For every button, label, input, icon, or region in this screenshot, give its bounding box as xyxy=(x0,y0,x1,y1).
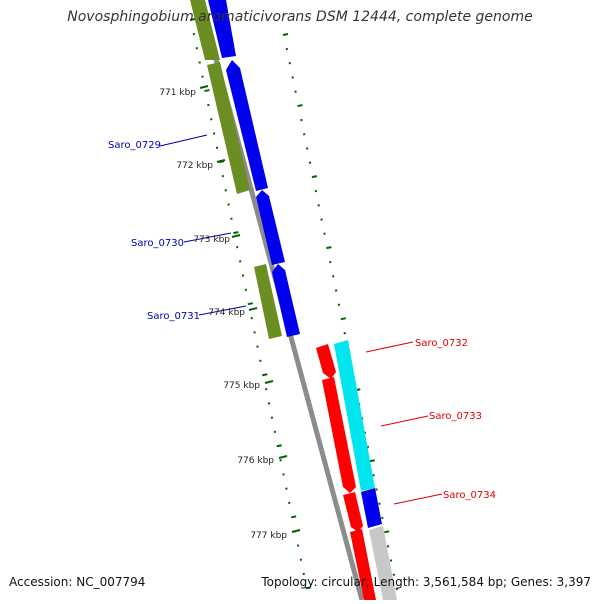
tick-label: 776 kbp xyxy=(237,456,274,466)
tick-label: 771 kbp xyxy=(159,88,196,98)
scale-dot xyxy=(248,303,253,304)
scale-dot xyxy=(283,34,288,35)
gene-label-saro-0729[interactable]: Saro_0729 xyxy=(108,140,161,151)
tick-label: 772 kbp xyxy=(176,161,213,171)
scale-dot xyxy=(341,318,346,319)
genome-summary: Topology: circular; Length: 3,561,584 bp… xyxy=(261,575,591,589)
cds-feature-forward[interactable] xyxy=(316,344,336,379)
major-tick xyxy=(292,530,300,532)
tick-label: 773 kbp xyxy=(193,235,230,245)
scale-dot xyxy=(277,445,282,446)
scale-dot xyxy=(204,90,209,91)
scale-dot xyxy=(233,232,238,233)
scale-dot xyxy=(326,247,331,248)
label-leader xyxy=(160,135,207,146)
major-tick xyxy=(279,456,287,458)
scale-dot xyxy=(262,374,267,375)
tick-label: 774 kbp xyxy=(208,308,245,318)
map-title: Novosphingobium aromaticivorans DSM 1244… xyxy=(0,9,600,25)
major-tick xyxy=(249,308,257,310)
gene-label-saro-0731[interactable]: Saro_0731 xyxy=(147,311,200,322)
accession-label: Accession: NC_007794 xyxy=(9,575,145,589)
tick-label: 777 kbp xyxy=(250,531,287,541)
cds-feature-reverse[interactable] xyxy=(361,488,382,528)
scale-dot xyxy=(297,105,302,106)
tick-label: 775 kbp xyxy=(223,381,260,391)
gene-label-saro-0730[interactable]: Saro_0730 xyxy=(131,238,184,249)
major-tick xyxy=(200,86,208,88)
gene-label-saro-0732[interactable]: Saro_0732 xyxy=(415,338,468,349)
scale-dot xyxy=(384,531,389,532)
gene-label-saro-0733[interactable]: Saro_0733 xyxy=(429,411,482,422)
label-leader xyxy=(394,494,442,504)
label-leader xyxy=(381,416,428,426)
cds-feature-forward[interactable] xyxy=(343,492,363,532)
gene-label-saro-0734[interactable]: Saro_0734 xyxy=(443,490,496,501)
major-tick xyxy=(232,235,240,237)
scale-dot xyxy=(291,516,296,517)
major-tick xyxy=(265,381,273,383)
scale-dots-right xyxy=(283,34,398,589)
scale-dot xyxy=(312,176,317,177)
label-leader xyxy=(366,342,413,352)
